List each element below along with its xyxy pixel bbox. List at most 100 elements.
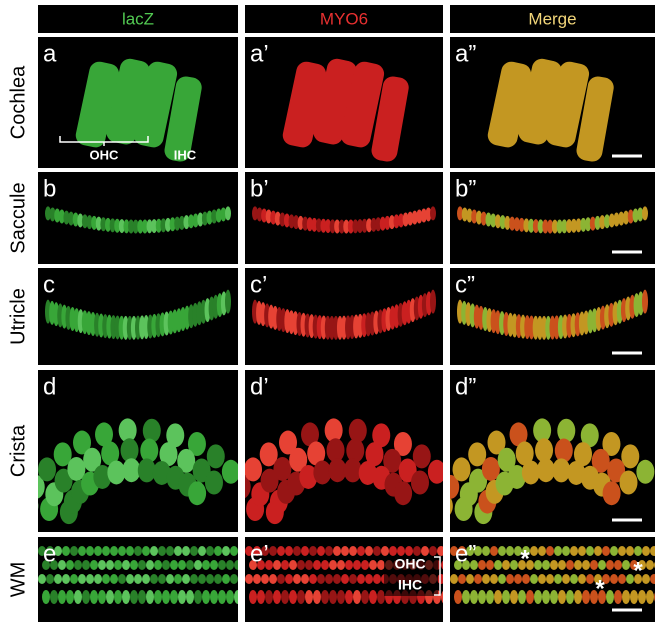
- cell: [393, 214, 400, 229]
- cell: [78, 574, 86, 584]
- cell: [427, 459, 443, 484]
- cell: [398, 458, 417, 483]
- cell: [551, 219, 558, 234]
- cell: [437, 546, 443, 556]
- cell: [347, 219, 354, 234]
- cell: [137, 458, 156, 483]
- cell: [552, 458, 571, 483]
- cell: [106, 590, 114, 604]
- cell: [510, 590, 518, 604]
- cell: [78, 546, 86, 556]
- cell: [619, 470, 638, 495]
- cell: [257, 590, 265, 604]
- cell: [542, 590, 550, 604]
- cell: [585, 217, 592, 232]
- cell: [218, 590, 226, 604]
- cell: [313, 560, 321, 570]
- cell: [532, 315, 539, 340]
- cell: [475, 210, 482, 225]
- cell: [66, 590, 74, 604]
- cell: [521, 460, 540, 485]
- panel-letter: d’: [250, 373, 269, 400]
- hair-cell: [340, 61, 385, 148]
- column-header: MYO6: [320, 9, 368, 28]
- cell: [514, 574, 522, 584]
- cell: [638, 590, 646, 604]
- cell: [554, 546, 562, 556]
- cell: [520, 314, 527, 339]
- cell: [546, 546, 554, 556]
- cell: [345, 590, 353, 604]
- cell: [138, 590, 146, 604]
- cell: [214, 574, 222, 584]
- cell: [558, 560, 566, 570]
- cell: [289, 590, 297, 604]
- cell: [62, 546, 70, 556]
- cell: [352, 219, 359, 234]
- cell: [253, 546, 261, 556]
- cell: [402, 212, 409, 227]
- cell: [38, 546, 46, 556]
- cell: [321, 560, 329, 570]
- cell: [365, 574, 373, 584]
- column-header: Merge: [528, 9, 576, 28]
- cell: [547, 219, 554, 234]
- cell: [114, 218, 121, 233]
- cell: [269, 574, 277, 584]
- cell: [515, 314, 522, 339]
- cell: [245, 475, 251, 499]
- cell: [621, 444, 640, 469]
- cell: [158, 546, 166, 556]
- cell: [509, 422, 528, 447]
- cell: [622, 590, 630, 604]
- cell: [634, 574, 642, 584]
- cell: [86, 574, 94, 584]
- cell: [541, 315, 548, 340]
- cell: [320, 218, 327, 233]
- cell: [293, 574, 301, 584]
- cell: [98, 560, 106, 570]
- cell: [562, 314, 569, 339]
- cells: [282, 58, 409, 162]
- cell: [358, 460, 377, 485]
- cell: [570, 574, 578, 584]
- cell: [542, 560, 550, 570]
- hair-cell: [164, 76, 202, 162]
- cell: [582, 560, 590, 570]
- panel-letter: a: [43, 40, 57, 67]
- cell: [580, 423, 599, 448]
- cell: [626, 574, 634, 584]
- cells: [450, 418, 655, 525]
- cell: [570, 313, 577, 338]
- cell: [522, 546, 530, 556]
- cell: [578, 574, 586, 584]
- cell: [556, 219, 563, 234]
- cell: [614, 560, 622, 570]
- cell: [353, 560, 361, 570]
- cell: [198, 574, 206, 584]
- cell: [528, 315, 535, 340]
- cell: [192, 213, 199, 228]
- cell: [329, 219, 336, 234]
- hair-cell: [518, 58, 562, 145]
- cell: [337, 560, 345, 570]
- cell: [301, 422, 320, 447]
- cell: [187, 432, 206, 457]
- cell: [118, 418, 137, 443]
- cell: [170, 590, 178, 604]
- hair-cell: [282, 61, 327, 148]
- cell: [377, 590, 385, 604]
- cell: [114, 590, 122, 604]
- cell: [480, 211, 487, 226]
- cell: [421, 546, 429, 556]
- cell: [301, 574, 309, 584]
- cell: [293, 546, 301, 556]
- cell: [162, 590, 170, 604]
- cell: [642, 206, 648, 221]
- cell: [530, 546, 538, 556]
- cell: [309, 546, 317, 556]
- cell: [174, 216, 181, 231]
- cell: [297, 215, 304, 230]
- column-header-bar: [450, 5, 655, 33]
- cell: [341, 546, 349, 556]
